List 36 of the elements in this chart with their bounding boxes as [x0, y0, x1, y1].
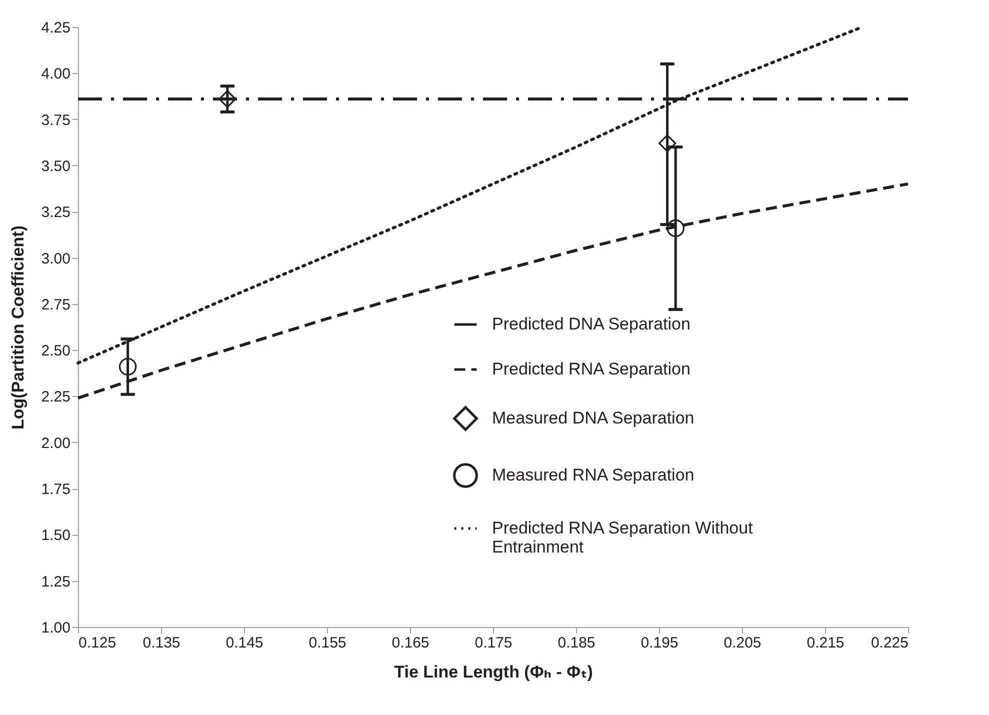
x-tick-label: 0.145: [226, 634, 264, 652]
y-tick-label: 1.25: [41, 573, 70, 590]
x-tick-label: 0.155: [308, 634, 346, 652]
y-tick-label: 3.00: [41, 250, 70, 268]
y-tick-label: 3.50: [41, 158, 70, 175]
y-tick-label: 2.50: [41, 342, 70, 360]
y-tick-label: 1.50: [41, 527, 70, 544]
y-axis-title: Log(Partition Coefficient): [8, 226, 28, 430]
y-tick-label: 4.25: [41, 20, 70, 36]
y-tick-label: 2.75: [41, 296, 70, 314]
x-tick-label: 0.135: [142, 634, 180, 652]
point: [658, 134, 676, 152]
x-axis-title: Tie Line Length (Φₕ - Φₜ): [394, 662, 593, 682]
x-tick-label: 0.205: [724, 634, 762, 652]
x-tick-label: 0.195: [640, 634, 678, 652]
x-tick-label: 0.215: [806, 634, 844, 652]
point: [666, 219, 684, 238]
x-tick-label: 0.165: [392, 634, 430, 652]
legend-label: Predicted RNA Separation: [492, 360, 690, 378]
y-tick-label: 2.00: [41, 434, 70, 452]
x-tick-label: 0.125: [78, 634, 116, 652]
y-tick-label: 3.75: [41, 112, 70, 129]
x-tick-label: 0.185: [558, 634, 596, 652]
legend-label: Measured RNA Separation: [492, 466, 694, 484]
legend-label: Predicted DNA Separation: [492, 314, 690, 334]
y-tick-label: 4.00: [41, 66, 70, 83]
point: [118, 358, 137, 376]
x-tick-label: 0.225: [870, 634, 908, 652]
y-tick-label: 3.25: [41, 204, 70, 222]
y-tick-label: 1.75: [41, 481, 70, 498]
x-tick-label: 0.175: [474, 634, 512, 652]
legend-label: Measured DNA Separation: [492, 408, 694, 428]
y-tick-label: 2.25: [41, 388, 70, 406]
point: [218, 90, 236, 108]
legend-label: Predicted RNA Separation Without Entrainment: [492, 518, 754, 556]
y-tick-label: 1.00: [41, 620, 70, 636]
